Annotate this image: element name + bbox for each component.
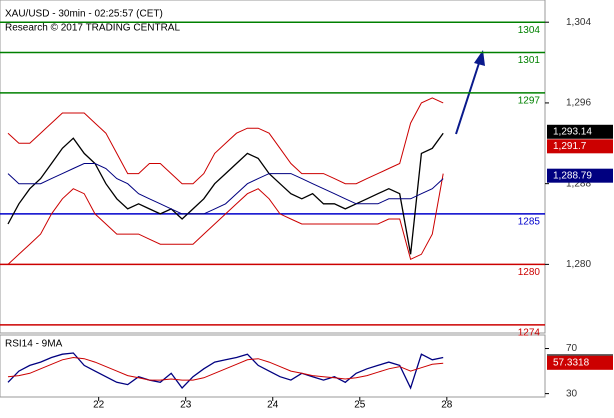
x-tick-label: 22 bbox=[93, 400, 105, 411]
series-line bbox=[7, 352, 444, 390]
level-label: 1304 bbox=[518, 25, 541, 36]
x-tick-label: 28 bbox=[441, 400, 453, 411]
series-line bbox=[7, 163, 444, 215]
chart-title: XAU/USD - 30min - 02:25:57 (CET) bbox=[5, 9, 163, 20]
level-label: 1297 bbox=[518, 95, 541, 106]
price-tag-label: 57.3318 bbox=[553, 357, 590, 368]
series-line bbox=[7, 356, 444, 381]
y-tick-label: 1,296 bbox=[566, 98, 591, 109]
x-tick-label: 24 bbox=[267, 400, 279, 411]
level-label: 1274 bbox=[518, 328, 541, 339]
y-tick-label: 1,280 bbox=[566, 259, 591, 270]
x-tick-label: 23 bbox=[180, 400, 192, 411]
price-tag-label: 1,288.79 bbox=[553, 170, 592, 181]
price-tag bbox=[547, 124, 613, 139]
rsi-title: RSI14 - 9MA bbox=[5, 339, 63, 350]
level-label: 1285 bbox=[518, 217, 541, 228]
y-tick-label: 1,304 bbox=[566, 17, 591, 28]
series-line bbox=[7, 97, 444, 185]
chart-subtitle: Research © 2017 TRADING CENTRAL bbox=[5, 23, 180, 34]
series-line bbox=[7, 132, 444, 255]
forecast-arrow bbox=[455, 59, 481, 135]
level-label: 1301 bbox=[518, 55, 541, 66]
level-label: 1280 bbox=[518, 267, 541, 278]
price-panel bbox=[0, 0, 546, 334]
price-tag bbox=[547, 139, 613, 154]
series-line bbox=[7, 173, 444, 265]
price-tag bbox=[547, 168, 613, 183]
rsi-panel bbox=[0, 334, 546, 398]
x-tick-label: 25 bbox=[354, 400, 366, 411]
price-tag bbox=[547, 355, 613, 370]
price-tag-label: 1,291.7 bbox=[553, 141, 587, 152]
arrow-head bbox=[474, 50, 485, 66]
y-tick-label: 70 bbox=[566, 343, 578, 354]
price-tag-label: 1,293.14 bbox=[553, 126, 592, 137]
y-tick-label: 30 bbox=[566, 388, 578, 399]
y-tick-label: 1,288 bbox=[566, 178, 591, 189]
